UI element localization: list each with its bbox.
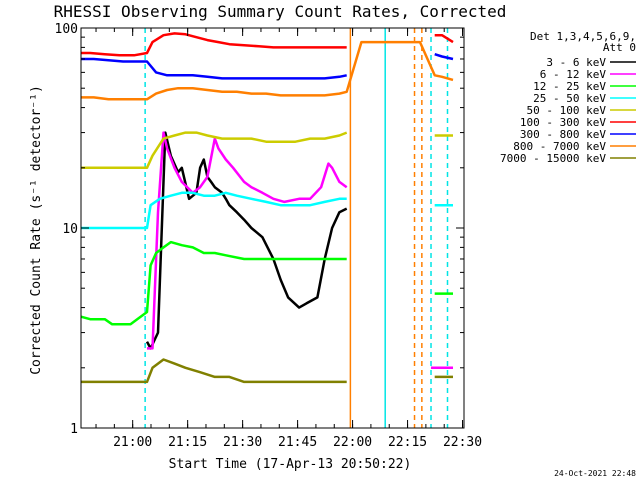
legend-label-4: 50 - 100 keV [527,104,607,117]
series-line-6-seg-1 [434,53,454,61]
legend-header-line-1: Det 1,3,4,5,6,9, [530,30,636,43]
legend-label-2: 12 - 25 keV [533,80,606,93]
legend-label-7: 800 - 7000 keV [513,140,606,153]
x-axis-label: Start Time (17-Apr-13 20:50:22) [169,457,412,472]
legend-label-8: 7000 - 15000 keV [500,152,606,165]
x-tick-label-5: 22:15 [388,435,427,450]
legend-label-1: 6 - 12 keV [540,68,607,81]
attenuator-lines [144,28,449,428]
y-axis-label: Corrected Count Rate (s⁻¹ detector⁻¹) [29,85,44,375]
generated-timestamp: 24-Oct-2021 22:48 [554,469,636,478]
series-line-6-seg-0 [81,57,347,80]
legend-label-0: 3 - 6 keV [546,56,606,69]
legend-header-line-2: Att 0 [603,41,636,54]
y-tick-label-0: 1 [70,422,78,437]
chart-title: RHESSI Observing Summary Count Rates, Co… [54,2,507,21]
series-layer [80,32,454,384]
series-line-7-seg-0 [81,40,454,101]
x-tick-label-1: 21:15 [168,435,207,450]
y-tick-label-2: 100 [55,22,78,37]
x-tick-label-0: 21:00 [113,435,152,450]
series-line-0-seg-0 [145,131,348,350]
x-tick-label-4: 22:00 [333,435,372,450]
series-line-3-seg-0 [81,191,347,230]
x-tick-label-3: 21:45 [278,435,317,450]
y-tick-label-1: 10 [62,222,78,237]
series-line-5-seg-1 [434,33,454,44]
legend-label-6: 300 - 800 keV [520,128,606,141]
legend-label-5: 100 - 300 keV [520,116,606,129]
series-line-2-seg-0 [80,240,347,326]
x-tick-label-2: 21:30 [223,435,262,450]
series-line-5-seg-0 [81,32,347,57]
series-line-4-seg-0 [81,131,348,170]
axis-ticks: 1 10 100 21:00 21:15 21:30 21:45 22:00 22:15 22:3… [55,22,483,450]
legend-label-3: 25 - 50 keV [533,92,606,105]
x-tick-label-6: 22:30 [443,435,482,450]
series-line-1-seg-0 [147,131,348,350]
series-line-8-seg-0 [81,358,347,384]
